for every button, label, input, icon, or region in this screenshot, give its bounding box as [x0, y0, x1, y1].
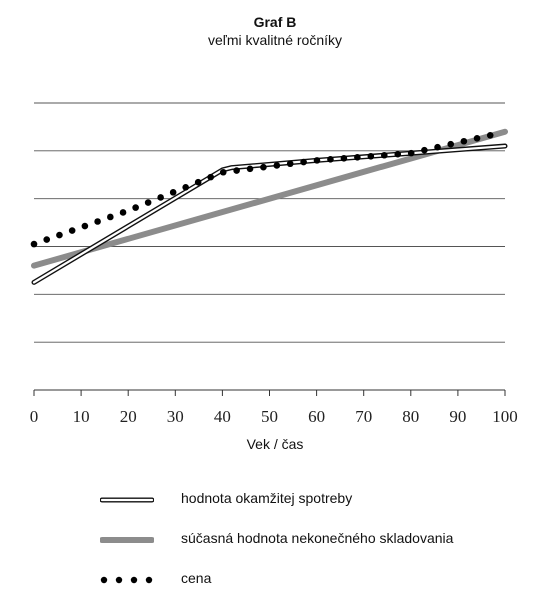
legend-item-present-value-storage: súčasná hodnota nekonečného skladovania [100, 528, 540, 568]
series-point-price [30, 240, 38, 248]
legend-swatch-double-line [100, 497, 154, 503]
series-point-price [169, 189, 177, 196]
chart-title: Graf B [253, 14, 297, 30]
legend-item-instant-consumption: hodnota okamžitej spotreby [100, 488, 540, 528]
series-point-price [94, 218, 101, 225]
series-point-price [144, 199, 152, 206]
series-point-price [394, 150, 402, 158]
series-point-price [68, 227, 76, 234]
x-tick-label: 0 [30, 407, 39, 426]
series-point-price [207, 173, 214, 181]
series-point-price [300, 158, 307, 166]
series-point-price [107, 213, 114, 221]
x-tick-label: 20 [120, 407, 137, 426]
series-point-price [182, 183, 189, 191]
series-point-price [460, 137, 468, 145]
legend-label: cena [181, 570, 212, 586]
x-tick-label: 30 [167, 407, 184, 426]
series-point-price [219, 168, 227, 176]
series-line-instant-consumption-outer [31, 143, 508, 285]
chart-subtitle: veľmi kvalitné ročníky [207, 32, 342, 48]
x-tick-label: 100 [492, 407, 518, 426]
series-point-price [340, 155, 348, 162]
legend-item-price: cena [100, 568, 540, 608]
x-tick-label: 40 [214, 407, 231, 426]
x-tick-label: 70 [355, 407, 372, 426]
x-tick-label: 50 [261, 407, 278, 426]
x-axis-label: Vek / čas [246, 436, 304, 452]
x-tick-label: 90 [449, 407, 466, 426]
series-point-price [56, 231, 63, 239]
series-point-price [327, 156, 334, 163]
series-point-price [132, 204, 139, 211]
x-tick-label: 80 [402, 407, 419, 426]
legend-swatch-dotted-line [100, 576, 153, 584]
series-point-price [233, 167, 240, 174]
series-point-price [43, 236, 51, 243]
series-point-price [367, 152, 375, 160]
chart-plot: 0 10 20 30 40 50 60 70 80 90 100 [30, 102, 518, 426]
series-point-price [119, 209, 127, 216]
series-point-price [313, 157, 321, 164]
legend: hodnota okamžitej spotreby súčasná hodno… [100, 488, 540, 608]
series-point-price [246, 165, 254, 173]
series-point-price [81, 222, 89, 230]
series-point-price [354, 153, 361, 161]
series-point-price [157, 194, 164, 201]
x-tick-label: 10 [73, 407, 90, 426]
series-point-price [434, 143, 441, 151]
legend-label: súčasná hodnota nekonečného skladovania [181, 530, 454, 546]
series-point-price [273, 162, 281, 169]
legend-label: hodnota okamžitej spotreby [181, 490, 353, 506]
series-point-price [473, 134, 481, 142]
series-point-price [286, 160, 294, 168]
x-tick-label: 60 [308, 407, 325, 426]
series-point-price [260, 163, 267, 171]
series-point-price [486, 132, 494, 139]
series-point-price [447, 140, 455, 148]
series-point-price [194, 178, 202, 186]
series-point-price [380, 151, 388, 159]
series-point-price [407, 149, 415, 157]
legend-swatch-thick-line [100, 537, 154, 543]
series-point-price [421, 146, 428, 154]
